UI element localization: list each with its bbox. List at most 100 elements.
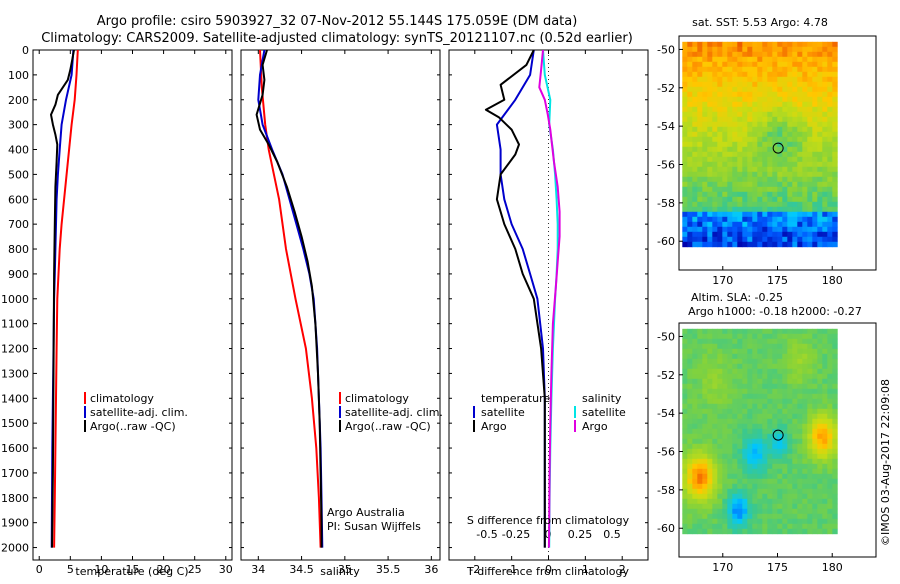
map-cell [697,388,703,395]
map-cell [682,473,688,480]
legend-climatology: climatology [90,392,154,405]
map-cell [687,191,693,198]
map-cell [802,483,808,490]
map-cell [802,231,808,238]
map-cell [782,408,788,415]
map-cell [692,363,698,370]
map-cell [757,186,763,193]
map-cell [712,398,718,405]
map-cell [732,478,738,485]
sla-field [682,328,838,535]
map-cell [807,191,813,198]
map-cell [782,121,788,128]
map-cell [797,176,803,183]
argo-position-marker [772,429,784,441]
map-cell [682,483,688,490]
map-cell [752,181,758,188]
map-cell [742,378,748,385]
map-cell [687,343,693,350]
map-cell [792,393,798,400]
map-cell [817,71,823,78]
map-cell [687,483,693,490]
map-cell [802,126,808,133]
temperature-lines [50,50,79,548]
map-cell [812,503,818,510]
map-cell [742,96,748,103]
map-cell [767,498,773,505]
map-cell [767,126,773,133]
map-cell [832,458,838,465]
map-cell [737,141,743,148]
map-cell [732,503,738,510]
map-cell [787,358,793,365]
map-cell [817,473,823,480]
map-cell [697,76,703,83]
depth-tick-label: 600 [8,193,29,206]
map-cell [737,493,743,500]
map-cell [787,463,793,470]
map-cell [687,493,693,500]
map-cell [692,191,698,198]
map-cell [792,328,798,335]
map-cell [692,186,698,193]
map-cell [682,111,688,118]
map-cell [707,518,713,525]
map-cell [752,348,758,355]
map-cell [797,353,803,360]
map-cell [797,221,803,228]
temperature-plot-frame [32,49,233,561]
map-cell [802,338,808,345]
sla-map-title-2: Argo h1000: -0.18 h2000: -0.27 [688,305,862,318]
map-cell [732,141,738,148]
map-cell [767,398,773,405]
map-cell [822,51,828,58]
map-cell [787,453,793,460]
sst-map: sat. SST: 5.53 Argo: 4.78 170 175 180-50-5… [657,16,877,287]
map-cell [722,96,728,103]
map-cell [802,86,808,93]
map-cell [792,116,798,123]
map-cell [732,378,738,385]
map-cell [807,121,813,128]
map-cell [687,463,693,470]
map-cell [762,226,768,233]
map-cell [772,171,778,178]
map-cell [812,186,818,193]
map-cell [777,131,783,138]
map-cell [727,378,733,385]
map-cell [707,221,713,228]
map-cell [687,181,693,188]
map-cell [747,403,753,410]
map-cell [697,348,703,355]
map-cell [732,186,738,193]
legend-climatology: climatology [345,392,409,405]
map-cell [782,393,788,400]
map-cell [817,51,823,58]
map-cell [737,86,743,93]
map-cell [817,438,823,445]
map-cell [687,498,693,505]
map-cell [827,71,833,78]
map-cell [692,428,698,435]
map-cell [782,161,788,168]
map-cell [727,76,733,83]
map-cell [752,206,758,213]
map-cell [827,383,833,390]
map-cell [697,71,703,78]
map-cell [712,56,718,63]
map-cell [792,433,798,440]
map-cell [797,116,803,123]
map-cell [752,121,758,128]
map-cell [832,171,838,178]
map-cell [692,433,698,440]
map-cell [802,241,808,248]
map-cell [687,478,693,485]
map-cell [747,388,753,395]
map-cell [772,201,778,208]
map-cell [802,176,808,183]
map-cell [817,483,823,490]
map-cell [687,363,693,370]
map-cell [722,413,728,420]
map-cell [752,338,758,345]
map-cell [747,141,753,148]
